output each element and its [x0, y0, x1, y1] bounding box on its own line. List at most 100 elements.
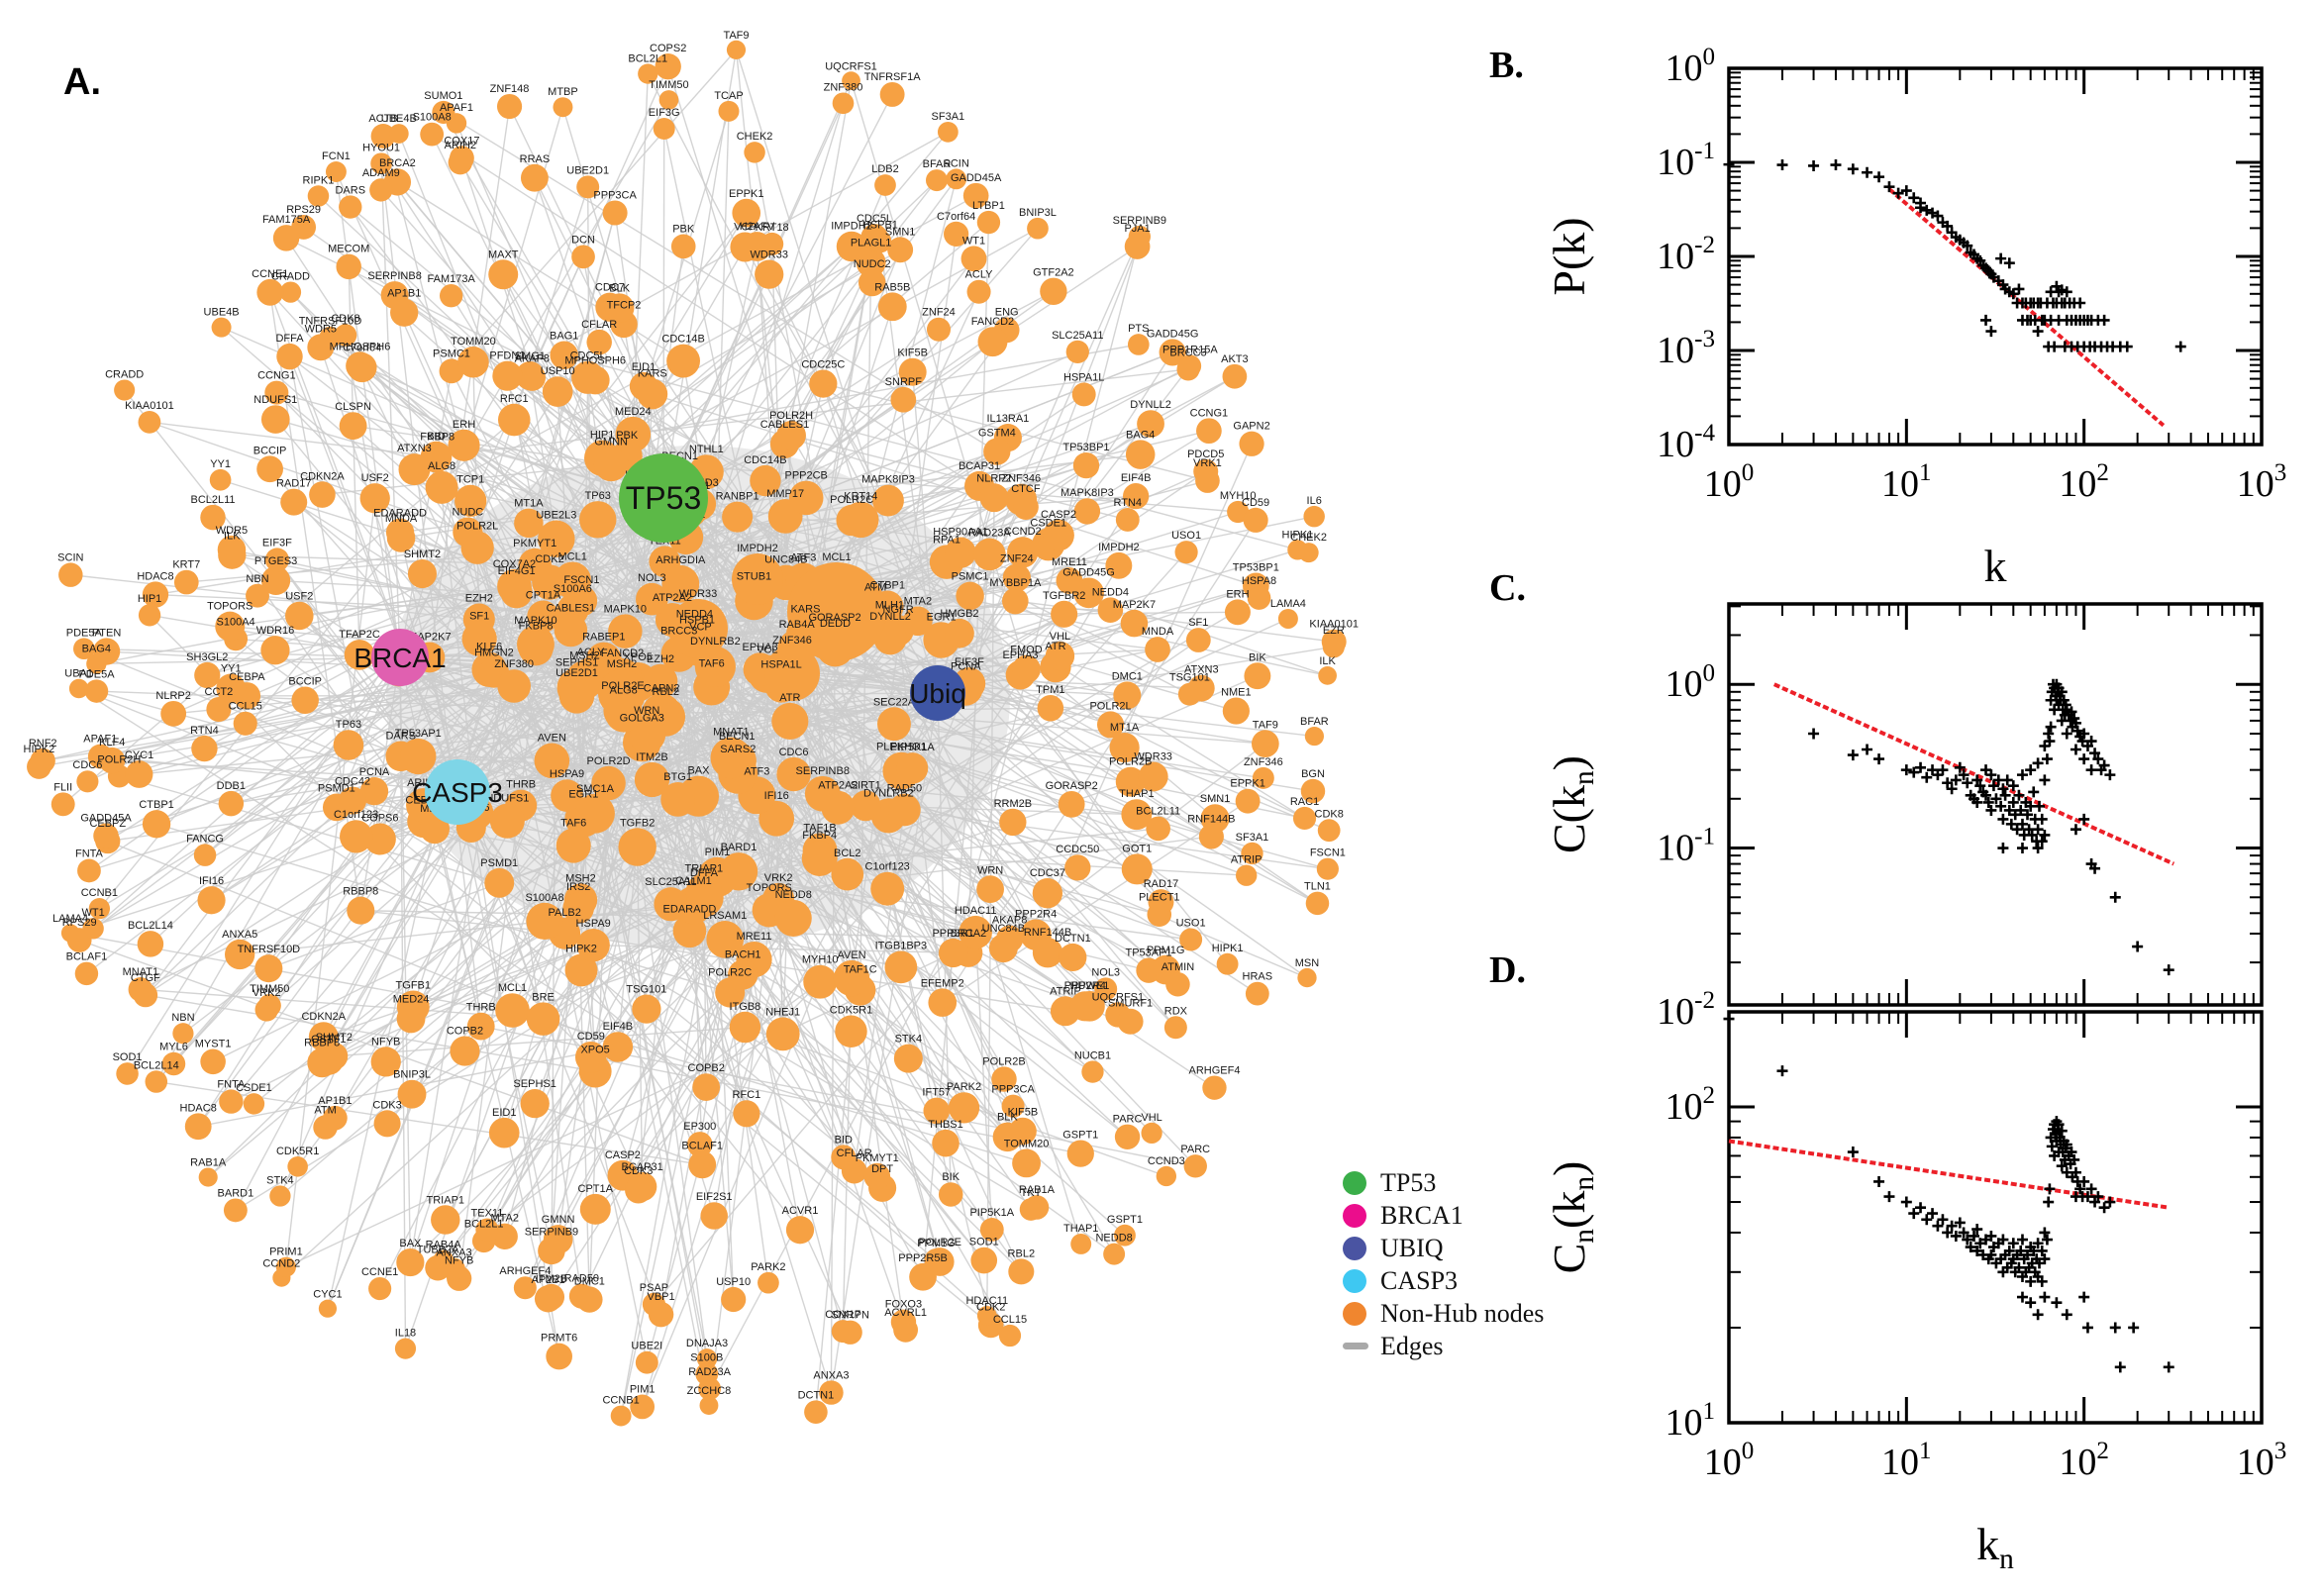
- svg-text:EDARADD: EDARADD: [663, 904, 717, 916]
- svg-text:CAPN2: CAPN2: [644, 682, 680, 694]
- svg-text:SMURF1: SMURF1: [1108, 998, 1153, 1010]
- svg-text:MSN: MSN: [1295, 957, 1320, 969]
- svg-text:CD59: CD59: [1242, 497, 1269, 509]
- svg-text:ILK: ILK: [224, 531, 241, 543]
- svg-text:PARC: PARC: [1180, 1144, 1210, 1155]
- svg-text:EP300: EP300: [683, 1121, 716, 1133]
- svg-text:CDC5L: CDC5L: [570, 350, 606, 362]
- svg-text:TGFB1: TGFB1: [396, 979, 431, 991]
- svg-text:FKBP4: FKBP4: [802, 830, 837, 842]
- svg-text:FKBP8: FKBP8: [420, 431, 454, 443]
- svg-text:BRCA1: BRCA1: [354, 643, 446, 673]
- svg-text:MECOM: MECOM: [328, 244, 369, 255]
- svg-text:RTN4: RTN4: [190, 725, 219, 737]
- svg-text:CDK5R1: CDK5R1: [830, 1005, 872, 1017]
- svg-text:BLK: BLK: [997, 1112, 1018, 1124]
- svg-text:S100A6: S100A6: [554, 583, 592, 595]
- svg-text:MAPK8IP3: MAPK8IP3: [861, 474, 915, 486]
- svg-text:TAF9: TAF9: [1253, 719, 1278, 731]
- svg-text:C7orf64: C7orf64: [937, 211, 975, 223]
- svg-text:HSPB1: HSPB1: [862, 219, 898, 231]
- svg-text:TLN1: TLN1: [1304, 881, 1331, 893]
- svg-text:PPM1G: PPM1G: [1147, 945, 1185, 956]
- svg-text:TIMM50: TIMM50: [649, 79, 688, 91]
- svg-text:102: 102: [2059, 459, 2109, 505]
- svg-text:AP1B1: AP1B1: [318, 1095, 352, 1107]
- svg-text:KLF4: KLF4: [99, 737, 125, 748]
- svg-text:MTA2: MTA2: [904, 595, 933, 607]
- svg-text:TAF1C: TAF1C: [844, 963, 877, 975]
- svg-text:AP2B1: AP2B1: [531, 1274, 564, 1286]
- svg-text:IL13RA1: IL13RA1: [986, 413, 1029, 425]
- svg-text:CTGF: CTGF: [131, 972, 160, 984]
- svg-text:CDK3: CDK3: [624, 1165, 653, 1177]
- svg-text:AKAP8: AKAP8: [992, 915, 1027, 927]
- svg-text:RRAS: RRAS: [520, 153, 551, 165]
- svg-text:CDK8: CDK8: [331, 313, 359, 325]
- svg-text:TAF9: TAF9: [723, 30, 749, 42]
- svg-text:MNAT1: MNAT1: [713, 727, 749, 739]
- svg-text:TOPORS: TOPORS: [747, 882, 792, 894]
- svg-text:EID1: EID1: [492, 1107, 516, 1119]
- svg-text:ZNF346: ZNF346: [1001, 473, 1041, 485]
- svg-text:GADD45G: GADD45G: [1147, 328, 1199, 340]
- svg-text:ITGB8: ITGB8: [730, 1001, 761, 1013]
- svg-text:TSG101: TSG101: [1169, 672, 1210, 684]
- svg-text:UBE2I: UBE2I: [631, 1341, 662, 1352]
- svg-text:PPP3R1: PPP3R1: [932, 928, 973, 940]
- svg-text:PKMYT1: PKMYT1: [856, 1152, 899, 1164]
- hub-node-ubiq: Ubiq: [909, 665, 966, 721]
- svg-text:HDAC11: HDAC11: [955, 905, 997, 917]
- svg-text:HUWE1: HUWE1: [1070, 980, 1110, 992]
- svg-text:DMC1: DMC1: [574, 1275, 605, 1287]
- svg-text:KLF6: KLF6: [476, 642, 502, 653]
- svg-text:CALM1: CALM1: [675, 875, 712, 887]
- svg-text:NEDD8: NEDD8: [1095, 1233, 1132, 1245]
- svg-text:HYOU1: HYOU1: [362, 142, 400, 153]
- svg-text:ZNF380: ZNF380: [824, 81, 863, 93]
- svg-text:ALG8: ALG8: [428, 460, 455, 472]
- svg-text:EIF2S1: EIF2S1: [696, 1191, 733, 1203]
- svg-text:SEC22A: SEC22A: [873, 696, 916, 708]
- svg-text:103: 103: [2237, 1438, 2287, 1483]
- svg-text:EGR1: EGR1: [927, 611, 957, 623]
- svg-text:NBN: NBN: [246, 573, 268, 585]
- svg-text:NFYB: NFYB: [371, 1036, 400, 1047]
- svg-text:NLRP2: NLRP2: [155, 690, 190, 702]
- svg-text:TP53AP1: TP53AP1: [395, 728, 442, 740]
- svg-text:LAMA4: LAMA4: [52, 913, 88, 925]
- svg-text:NUDC2: NUDC2: [854, 258, 891, 270]
- x-axis-label-d: kn: [1976, 1519, 2014, 1575]
- svg-text:PFDN1: PFDN1: [489, 350, 525, 362]
- svg-text:MMP17: MMP17: [766, 488, 804, 500]
- svg-text:NGFR: NGFR: [883, 604, 914, 616]
- svg-text:ATMIN: ATMIN: [1162, 961, 1194, 973]
- svg-text:BAX: BAX: [399, 1238, 422, 1249]
- svg-text:POLR2C: POLR2C: [708, 966, 752, 978]
- svg-text:ITM2B: ITM2B: [536, 1273, 567, 1285]
- svg-text:SH3GL2: SH3GL2: [186, 651, 228, 663]
- svg-text:RAD23A: RAD23A: [688, 1366, 731, 1378]
- svg-text:S100B: S100B: [690, 1351, 723, 1363]
- svg-text:HDAC8: HDAC8: [180, 1102, 217, 1114]
- svg-text:HSPA1L: HSPA1L: [1063, 371, 1104, 383]
- svg-text:BAX: BAX: [687, 765, 710, 777]
- svg-text:Ubiq: Ubiq: [909, 678, 966, 709]
- svg-text:CDC25C: CDC25C: [801, 358, 845, 370]
- svg-text:BARD1: BARD1: [721, 842, 758, 853]
- svg-text:DNAJA3: DNAJA3: [686, 1338, 728, 1349]
- svg-text:BRCA2: BRCA2: [379, 157, 416, 169]
- svg-text:C1orf123: C1orf123: [334, 809, 378, 821]
- svg-text:TAF6: TAF6: [560, 818, 586, 830]
- svg-text:UQCRFS1: UQCRFS1: [825, 60, 877, 72]
- svg-text:10-1: 10-1: [1657, 824, 1715, 869]
- svg-text:BAG4: BAG4: [82, 643, 111, 654]
- svg-text:MPHOSPH6: MPHOSPH6: [564, 355, 626, 367]
- svg-text:MRE11: MRE11: [1052, 556, 1087, 568]
- svg-text:FAM175A: FAM175A: [262, 214, 311, 226]
- svg-text:TNFRSF10D: TNFRSF10D: [238, 944, 301, 955]
- svg-text:ADAM9: ADAM9: [362, 167, 400, 179]
- svg-text:WDR5: WDR5: [305, 323, 337, 335]
